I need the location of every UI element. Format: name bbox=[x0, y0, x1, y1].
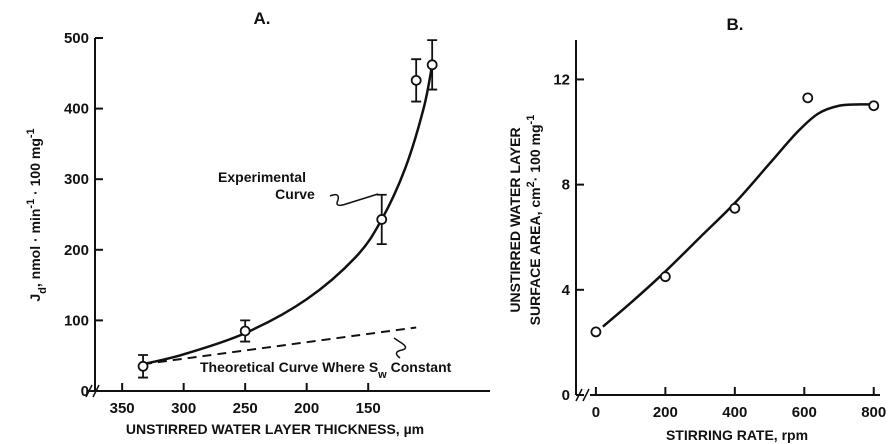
label-part: J bbox=[27, 294, 43, 302]
x-tick-label: 150 bbox=[356, 400, 381, 417]
label-part: -1 bbox=[25, 199, 37, 209]
data-point bbox=[590, 326, 602, 338]
annotation-arrow bbox=[393, 337, 407, 359]
annotation-part: Theoretical Curve Where S bbox=[200, 359, 378, 375]
curve bbox=[602, 103, 874, 328]
x-tick-label: 400 bbox=[722, 404, 747, 421]
label-part: -1 bbox=[525, 115, 537, 125]
data-point bbox=[239, 325, 251, 337]
x-tick-label: 250 bbox=[233, 400, 258, 417]
data-point bbox=[376, 214, 388, 225]
y-axis-label: Jd, nmol · min-1 · 100 mg-1 bbox=[25, 128, 49, 301]
chart-title: B. bbox=[727, 15, 744, 34]
y-tick-label: 12 bbox=[553, 71, 570, 88]
x-tick-label: 0 bbox=[592, 404, 600, 421]
x-axis-label: UNSTIRRED WATER LAYER THICKNESS, µm bbox=[126, 421, 424, 437]
annotation: Theoretical Curve Where Sw Constant bbox=[200, 359, 452, 381]
curve bbox=[142, 64, 434, 366]
y-tick-label: 8 bbox=[562, 177, 570, 194]
label-part: · 100 mg bbox=[527, 124, 543, 181]
x-axis-label: STIRRING RATE, rpm bbox=[666, 427, 808, 443]
data-point bbox=[802, 92, 814, 104]
data-point bbox=[729, 202, 741, 214]
x-tick-label: 300 bbox=[171, 400, 196, 417]
data-point bbox=[659, 271, 671, 283]
chart-title: A. bbox=[254, 9, 271, 28]
label-part: d bbox=[37, 287, 49, 294]
data-point bbox=[868, 100, 880, 112]
y-tick-label: 400 bbox=[64, 101, 89, 118]
label-part: 2 bbox=[525, 181, 537, 187]
y-axis-label: SURFACE AREA, cm2· 100 mg-1 bbox=[525, 115, 543, 326]
y-axis-label: UNSTIRRED WATER LAYER bbox=[507, 127, 523, 312]
annotation: Experimental Curve bbox=[218, 169, 315, 202]
dashed-curve bbox=[142, 326, 417, 366]
y-tick-label: 0 bbox=[562, 387, 570, 404]
annotation-part: w bbox=[377, 369, 387, 381]
annotation-arrow bbox=[329, 193, 379, 207]
y-tick-label: 500 bbox=[64, 30, 89, 47]
label-part: -1 bbox=[25, 128, 37, 138]
y-tick-label: 0 bbox=[81, 383, 89, 400]
data-point bbox=[426, 59, 438, 71]
label-part: SURFACE AREA, cm bbox=[527, 187, 543, 325]
y-tick-label: 100 bbox=[64, 312, 89, 329]
x-tick-label: 600 bbox=[792, 404, 817, 421]
label-part: , nmol · min bbox=[27, 209, 43, 288]
data-point bbox=[410, 74, 422, 86]
y-tick-label: 300 bbox=[64, 171, 89, 188]
annotation-line: Curve bbox=[275, 186, 315, 202]
x-tick-label: 350 bbox=[110, 400, 135, 417]
y-tick-label: 4 bbox=[562, 282, 571, 299]
annotation-line: Experimental bbox=[218, 169, 306, 185]
label-part: · 100 mg bbox=[27, 138, 43, 199]
x-tick-label: 800 bbox=[861, 404, 886, 421]
x-tick-label: 200 bbox=[653, 404, 678, 421]
annotation-part: Constant bbox=[387, 359, 452, 375]
y-tick-label: 200 bbox=[64, 242, 89, 259]
x-tick-label: 200 bbox=[294, 400, 319, 417]
data-point bbox=[137, 360, 149, 372]
